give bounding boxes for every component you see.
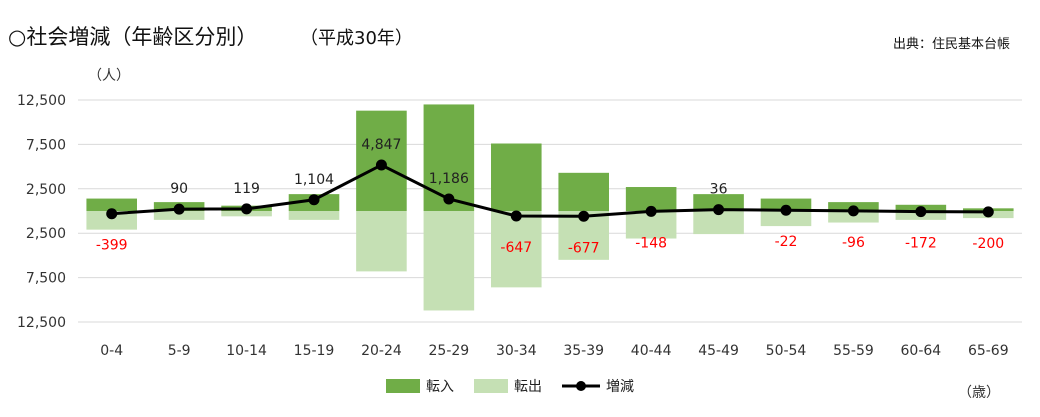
y-axis-unit: （人） — [88, 68, 130, 84]
x-tick-label: 35-39 — [563, 343, 604, 359]
legend-label: 増減 — [606, 378, 634, 395]
chart-subtitle: （平成30年） — [300, 28, 413, 49]
line-zougen — [111, 163, 989, 218]
data-label: -22 — [775, 234, 798, 250]
y-tick-label: 12,500 — [17, 93, 66, 109]
legend-swatch-marker — [576, 381, 586, 391]
x-tick-label: 55-59 — [833, 343, 874, 359]
bar-tennyu — [625, 187, 677, 211]
point-zougen — [915, 206, 927, 218]
x-axis-ticks: 0-4 5-9 10-14 15-19 20-24 25-29 30-34 35-39 40-4… — [100, 343, 1008, 359]
y-tick-label: 7,500 — [26, 137, 66, 153]
x-tick-label: 50-54 — [766, 343, 807, 359]
x-tick-label: 15-19 — [294, 343, 335, 359]
data-label: 1,186 — [429, 171, 469, 187]
legend-label: 転出 — [514, 379, 542, 395]
data-label: 119 — [233, 181, 260, 197]
y-tick-label: 2,500 — [26, 226, 66, 242]
series-tennyu — [86, 104, 1014, 211]
x-tick-label: 5-9 — [168, 343, 191, 359]
bar-tennyu — [86, 198, 137, 211]
gridlines — [78, 99, 1022, 323]
bar-tenshutsu — [153, 211, 205, 220]
point-zougen — [510, 210, 522, 222]
point-zougen — [645, 205, 657, 217]
x-tick-label: 0-4 — [100, 343, 123, 359]
chart-title: ○社会増減（年齢区分別） — [8, 25, 257, 49]
point-zougen — [578, 210, 590, 222]
point-zougen — [106, 208, 118, 220]
point-zougen — [982, 206, 994, 218]
bar-tenshutsu — [423, 211, 475, 311]
data-label: -647 — [500, 240, 532, 256]
point-zougen — [847, 205, 859, 217]
bar-tenshutsu — [491, 211, 542, 288]
x-tick-label: 40-44 — [631, 343, 672, 359]
bar-tenshutsu — [288, 211, 340, 220]
y-tick-label: 12,500 — [17, 315, 66, 331]
data-label: 1,104 — [294, 172, 334, 188]
bar-tenshutsu — [693, 211, 744, 235]
data-label: 36 — [710, 182, 728, 198]
point-zougen — [713, 204, 725, 216]
y-tick-label: 2,500 — [26, 182, 66, 198]
x-tick-label: 65-69 — [968, 343, 1009, 359]
bar-tenshutsu — [828, 211, 879, 223]
series-zougen — [106, 159, 994, 222]
x-tick-label: 20-24 — [361, 343, 402, 359]
data-label: 4,847 — [361, 137, 401, 153]
point-zougen — [241, 203, 253, 215]
bar-tennyu — [491, 143, 542, 211]
data-label: -96 — [842, 235, 865, 251]
data-label: -172 — [905, 236, 937, 252]
chart-source: 出典：住民基本台帳 — [893, 37, 1010, 52]
point-zougen — [443, 193, 455, 205]
y-tick-label: 7,500 — [26, 271, 66, 287]
point-zougen — [173, 203, 185, 215]
y-axis-ticks: 12,500 7,500 2,500 2,500 7,500 12,500 — [17, 93, 66, 331]
data-label: 90 — [170, 181, 188, 197]
x-axis-unit: （歳） — [958, 385, 1000, 401]
bar-tenshutsu — [356, 211, 407, 272]
legend: 転入 転出 増減 — [386, 378, 634, 395]
x-tick-label: 30-34 — [496, 343, 537, 359]
x-tick-label: 25-29 — [429, 343, 470, 359]
data-labels: -399 90 119 1,104 4,847 1,186 -647 -677 -148 36 -2… — [96, 137, 1004, 256]
legend-label: 転入 — [426, 379, 454, 395]
bar-tennyu — [423, 104, 475, 211]
data-label: -677 — [568, 240, 600, 256]
series-tenshutsu — [86, 211, 1014, 311]
legend-swatch — [474, 379, 508, 393]
point-zougen — [780, 204, 792, 216]
point-zougen — [375, 159, 387, 171]
bar-tennyu — [693, 194, 744, 211]
x-tick-label: 10-14 — [226, 343, 267, 359]
x-tick-label: 60-64 — [901, 343, 942, 359]
legend-swatch — [386, 379, 420, 393]
bar-tennyu — [558, 172, 609, 211]
point-zougen — [308, 194, 320, 206]
x-tick-label: 45-49 — [698, 343, 739, 359]
data-label: -399 — [96, 238, 128, 254]
bar-tenshutsu — [86, 211, 137, 230]
bar-tenshutsu — [760, 211, 812, 227]
data-label: -148 — [635, 235, 667, 251]
data-label: -200 — [972, 236, 1004, 252]
